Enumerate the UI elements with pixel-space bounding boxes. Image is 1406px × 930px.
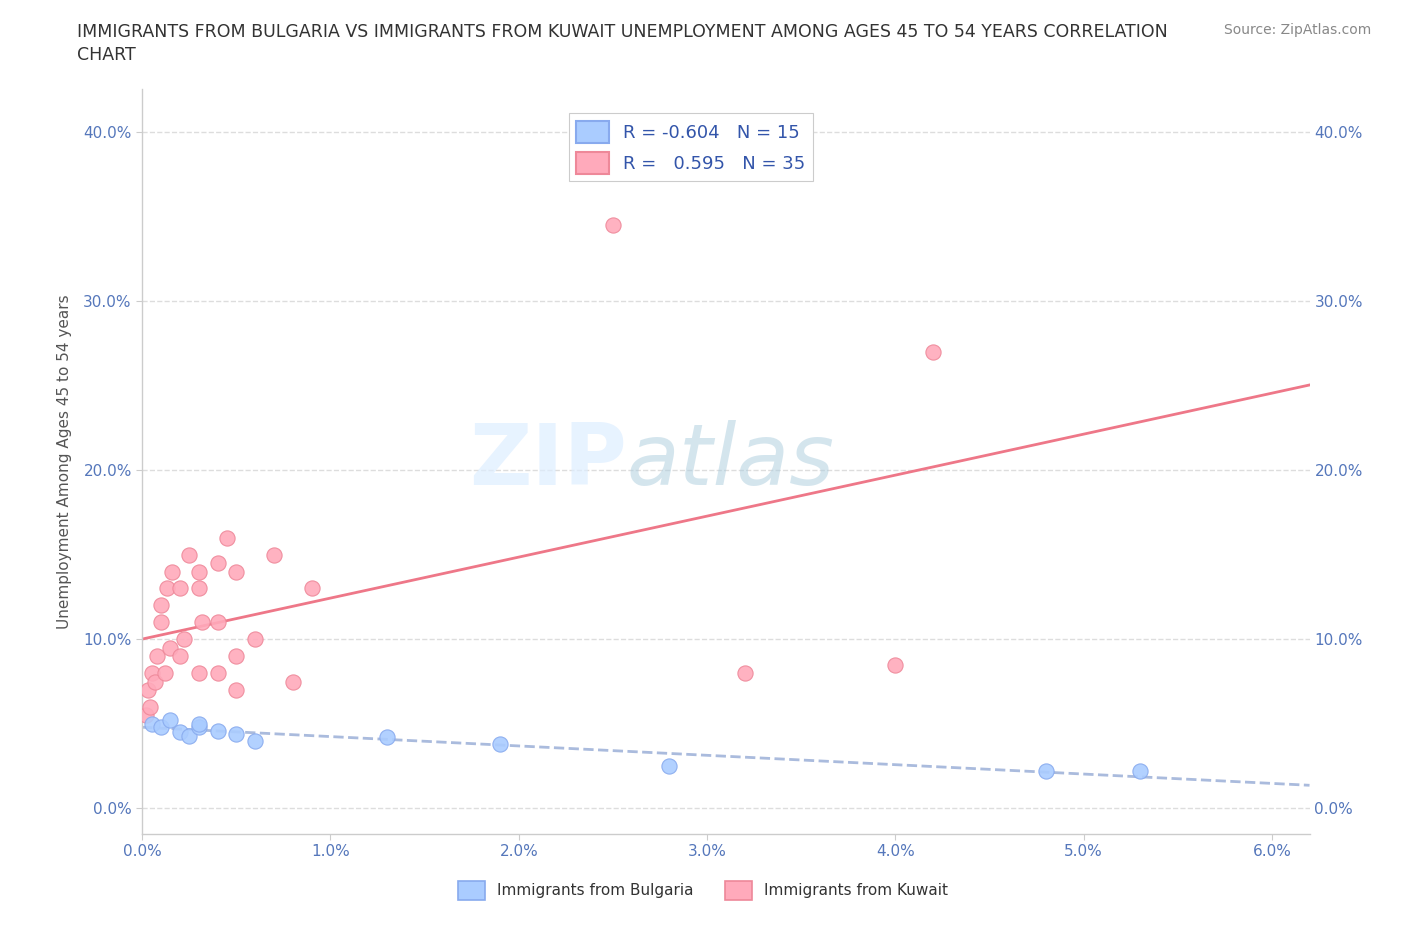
Point — [207, 555, 229, 570]
Text: CHART: CHART — [77, 46, 136, 64]
Legend: Immigrants from Bulgaria, Immigrants from Kuwait: Immigrants from Bulgaria, Immigrants fro… — [451, 875, 955, 906]
Text: Source: ZipAtlas.com: Source: ZipAtlas.com — [1223, 23, 1371, 37]
Point — [207, 666, 229, 681]
Point — [187, 666, 209, 681]
Point — [187, 720, 209, 735]
Point — [169, 649, 191, 664]
Legend: R = -0.604   N = 15, R =   0.595   N = 35: R = -0.604 N = 15, R = 0.595 N = 35 — [569, 113, 813, 180]
Point — [922, 344, 945, 359]
Point — [179, 547, 201, 562]
Point — [225, 683, 247, 698]
Point — [734, 666, 756, 681]
Point — [243, 733, 266, 748]
Point — [136, 683, 159, 698]
Point — [263, 547, 285, 562]
Point — [225, 726, 247, 741]
Point — [173, 631, 195, 646]
Point — [141, 716, 163, 731]
Point — [145, 674, 167, 689]
Point — [187, 565, 209, 579]
Point — [153, 666, 176, 681]
Point — [1035, 764, 1057, 778]
Point — [602, 218, 624, 232]
Point — [658, 759, 681, 774]
Point — [225, 649, 247, 664]
Y-axis label: Unemployment Among Ages 45 to 54 years: Unemployment Among Ages 45 to 54 years — [58, 294, 72, 629]
Point — [187, 716, 209, 731]
Point — [179, 728, 201, 743]
Point — [243, 631, 266, 646]
Point — [150, 615, 173, 630]
Point — [146, 649, 169, 664]
Point — [135, 708, 157, 723]
Point — [150, 598, 173, 613]
Point — [191, 615, 214, 630]
Point — [169, 581, 191, 596]
Text: ZIP: ZIP — [468, 420, 627, 503]
Point — [150, 720, 173, 735]
Point — [138, 699, 160, 714]
Point — [207, 724, 229, 738]
Point — [156, 581, 179, 596]
Point — [207, 615, 229, 630]
Point — [281, 674, 304, 689]
Text: IMMIGRANTS FROM BULGARIA VS IMMIGRANTS FROM KUWAIT UNEMPLOYMENT AMONG AGES 45 TO: IMMIGRANTS FROM BULGARIA VS IMMIGRANTS F… — [77, 23, 1168, 41]
Text: atlas: atlas — [627, 420, 835, 503]
Point — [159, 713, 181, 728]
Point — [375, 730, 398, 745]
Point — [225, 565, 247, 579]
Point — [141, 666, 163, 681]
Point — [187, 581, 209, 596]
Point — [301, 581, 323, 596]
Point — [169, 724, 191, 739]
Point — [162, 565, 184, 579]
Point — [489, 737, 512, 751]
Point — [884, 658, 907, 672]
Point — [1129, 764, 1152, 778]
Point — [159, 640, 181, 655]
Point — [215, 530, 238, 545]
